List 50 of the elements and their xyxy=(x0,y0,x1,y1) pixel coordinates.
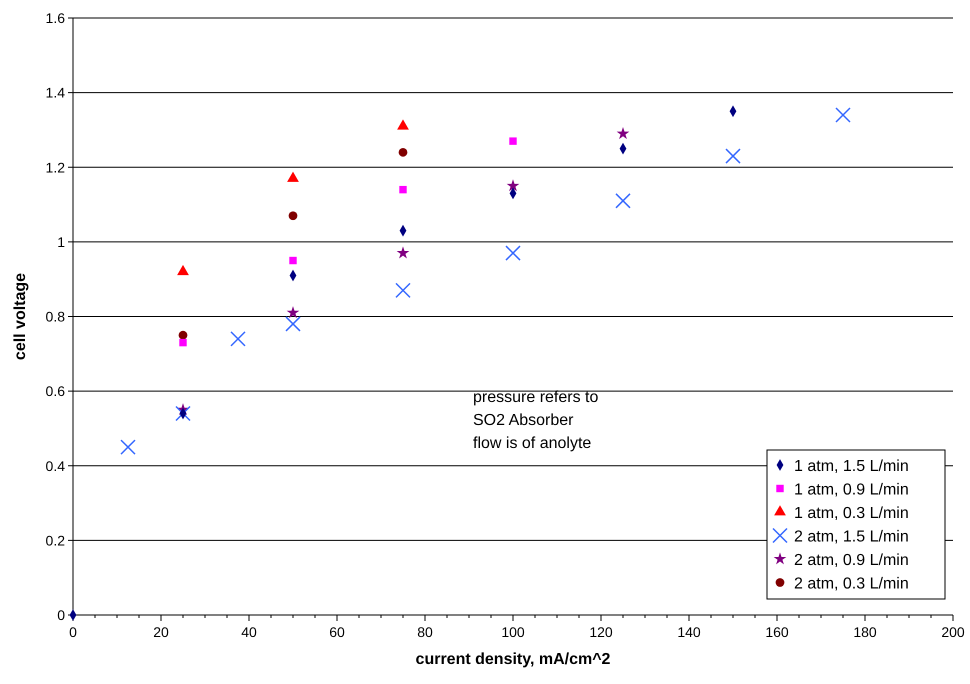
y-tick-label: 1 xyxy=(57,234,66,250)
x-tick-label: 200 xyxy=(941,624,965,640)
x-tick-label: 180 xyxy=(853,624,877,640)
legend-label: 2 atm, 0.9 L/min xyxy=(794,552,909,569)
point xyxy=(399,186,407,194)
point xyxy=(509,137,517,145)
point xyxy=(615,193,631,209)
legend-label: 2 atm, 1.5 L/min xyxy=(794,528,909,546)
x-tick-label: 40 xyxy=(241,624,257,640)
point xyxy=(286,306,300,318)
x-tick-label: 20 xyxy=(153,624,169,640)
legend-label: 1 atm, 0.9 L/min xyxy=(794,482,909,498)
annotation: SO2 Absorber xyxy=(473,412,574,429)
y-tick-label: 0.4 xyxy=(46,458,66,474)
y-tick-label: 0 xyxy=(57,607,66,623)
x-tick-label: 80 xyxy=(417,624,433,640)
point xyxy=(178,330,188,340)
point xyxy=(725,148,741,164)
point xyxy=(285,316,301,332)
annotation: pressure refers to xyxy=(473,389,598,406)
legend-label: 1 atm, 0.3 L/min xyxy=(794,505,909,522)
y-tick-label: 0.8 xyxy=(46,308,66,324)
x-tick-label: 60 xyxy=(329,624,345,640)
x-tick-label: 100 xyxy=(501,624,525,640)
x-tick-label: 160 xyxy=(765,624,789,640)
y-tick-label: 1.4 xyxy=(46,84,66,101)
point xyxy=(288,211,298,220)
x-tick-label: 140 xyxy=(677,624,701,640)
y-tick-label: 1.2 xyxy=(46,159,66,176)
legend-label: 1 atm, 1.5 L/min xyxy=(794,458,909,475)
point xyxy=(398,148,408,157)
point xyxy=(395,282,411,298)
y-axis-title: cell voltage xyxy=(12,272,29,360)
y-tick-label: 0.6 xyxy=(46,383,66,400)
y-tick-label: 0.2 xyxy=(46,532,66,548)
point xyxy=(179,338,187,346)
point xyxy=(230,331,246,347)
point xyxy=(616,126,630,140)
y-tick-label: 1.6 xyxy=(46,10,66,26)
point xyxy=(120,439,136,455)
annotation: flow is of anolyte xyxy=(473,435,592,452)
x-axis-title: current density, mA/cm^2 xyxy=(416,651,611,668)
point xyxy=(506,179,520,192)
point xyxy=(505,245,521,261)
point xyxy=(396,246,410,258)
point xyxy=(175,406,191,422)
x-tick-label: 0 xyxy=(69,624,78,640)
legend-label: 2 atm, 0.3 L/min xyxy=(794,576,909,592)
point xyxy=(835,107,851,123)
x-tick-label: 120 xyxy=(589,624,613,640)
